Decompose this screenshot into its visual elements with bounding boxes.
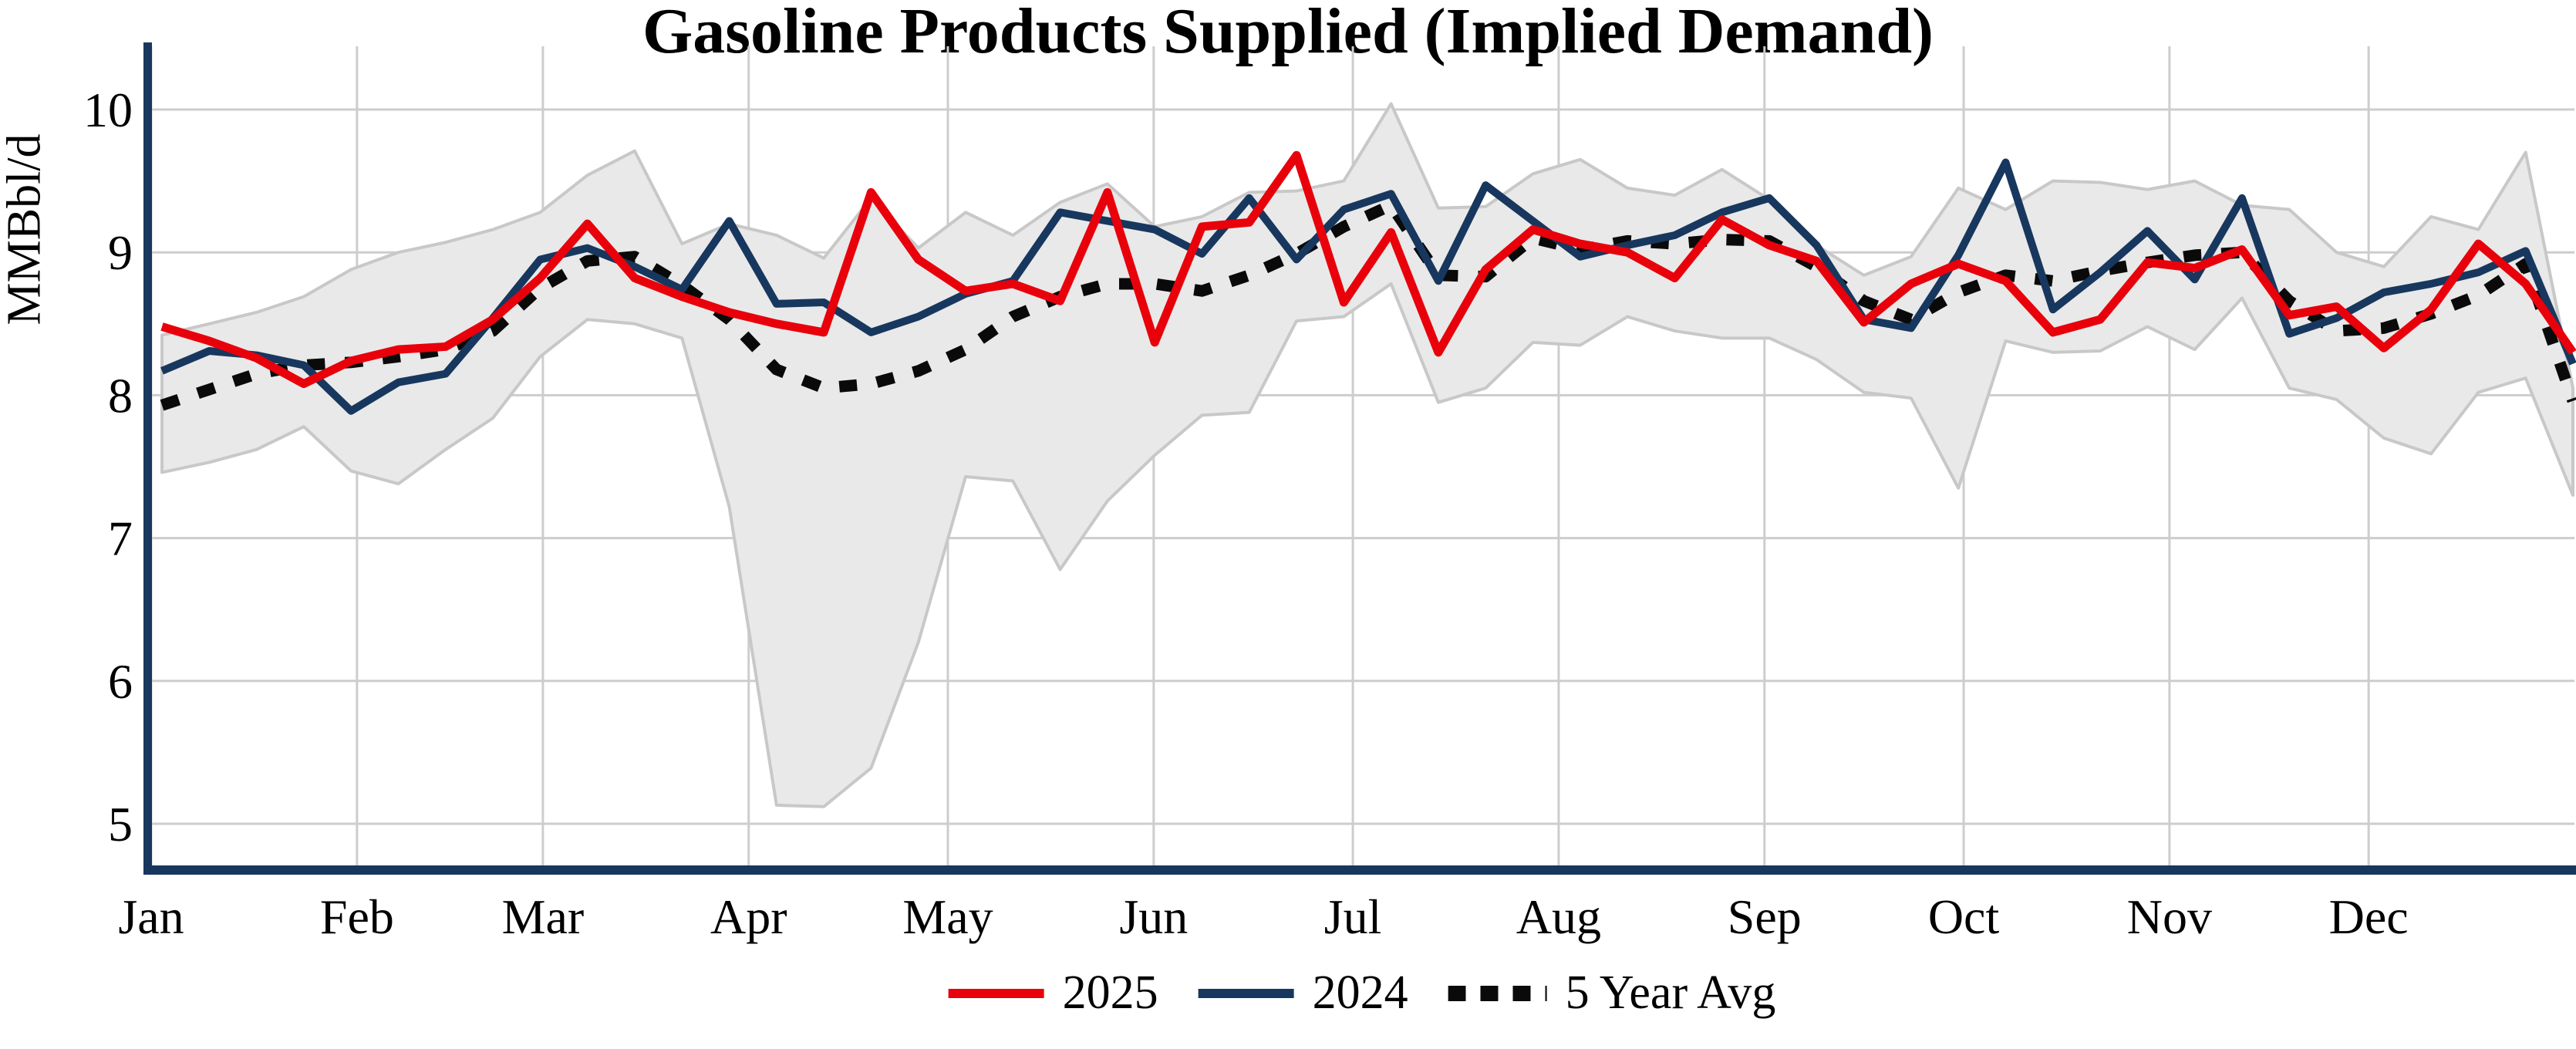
- five-year-range-band: [160, 102, 2574, 808]
- chart-title: Gasoline Products Supplied (Implied Dema…: [642, 0, 1934, 67]
- legend-label-5yr-avg: 5 Year Avg: [1565, 966, 1776, 1019]
- legend-item-2024: 2024: [1198, 966, 1408, 1020]
- month-label-jan: Jan: [118, 889, 184, 944]
- month-label-jun: Jun: [1119, 889, 1188, 944]
- legend-item-2025: 2025: [948, 966, 1158, 1020]
- y-tick-label-8: 8: [108, 368, 133, 423]
- legend-item-5yr-avg: 5 Year Avg: [1448, 966, 1776, 1020]
- legend: 2025 2024 5 Year Avg: [948, 966, 1776, 1020]
- month-label-oct: Oct: [1928, 889, 2000, 944]
- month-label-dec: Dec: [2329, 889, 2409, 944]
- y-tick-label-5: 5: [108, 797, 133, 852]
- x-axis-line: [143, 865, 2576, 875]
- month-label-aug: Aug: [1516, 889, 1601, 944]
- month-label-feb: Feb: [320, 889, 394, 944]
- line-2025: [160, 150, 2576, 389]
- y-tick-label-6: 6: [108, 654, 133, 709]
- y-axis-line: [143, 42, 152, 875]
- month-label-apr: Apr: [710, 889, 787, 944]
- month-label-nov: Nov: [2127, 889, 2212, 944]
- y-tick-label-10: 10: [83, 83, 133, 137]
- legend-swatch-2025: [948, 988, 1044, 998]
- y-tick-label-9: 9: [108, 225, 133, 280]
- month-label-sep: Sep: [1728, 889, 1802, 944]
- legend-swatch-2024: [1198, 988, 1294, 998]
- month-label-jul: Jul: [1324, 889, 1382, 944]
- month-label-mar: Mar: [502, 889, 585, 944]
- y-tick-label-7: 7: [108, 511, 133, 566]
- legend-label-2025: 2025: [1062, 966, 1158, 1019]
- legend-label-2024: 2024: [1312, 966, 1408, 1019]
- month-label-may: May: [902, 889, 993, 944]
- legend-swatch-5yr-avg: [1448, 985, 1547, 1001]
- line-5yr-avg: [160, 199, 2576, 411]
